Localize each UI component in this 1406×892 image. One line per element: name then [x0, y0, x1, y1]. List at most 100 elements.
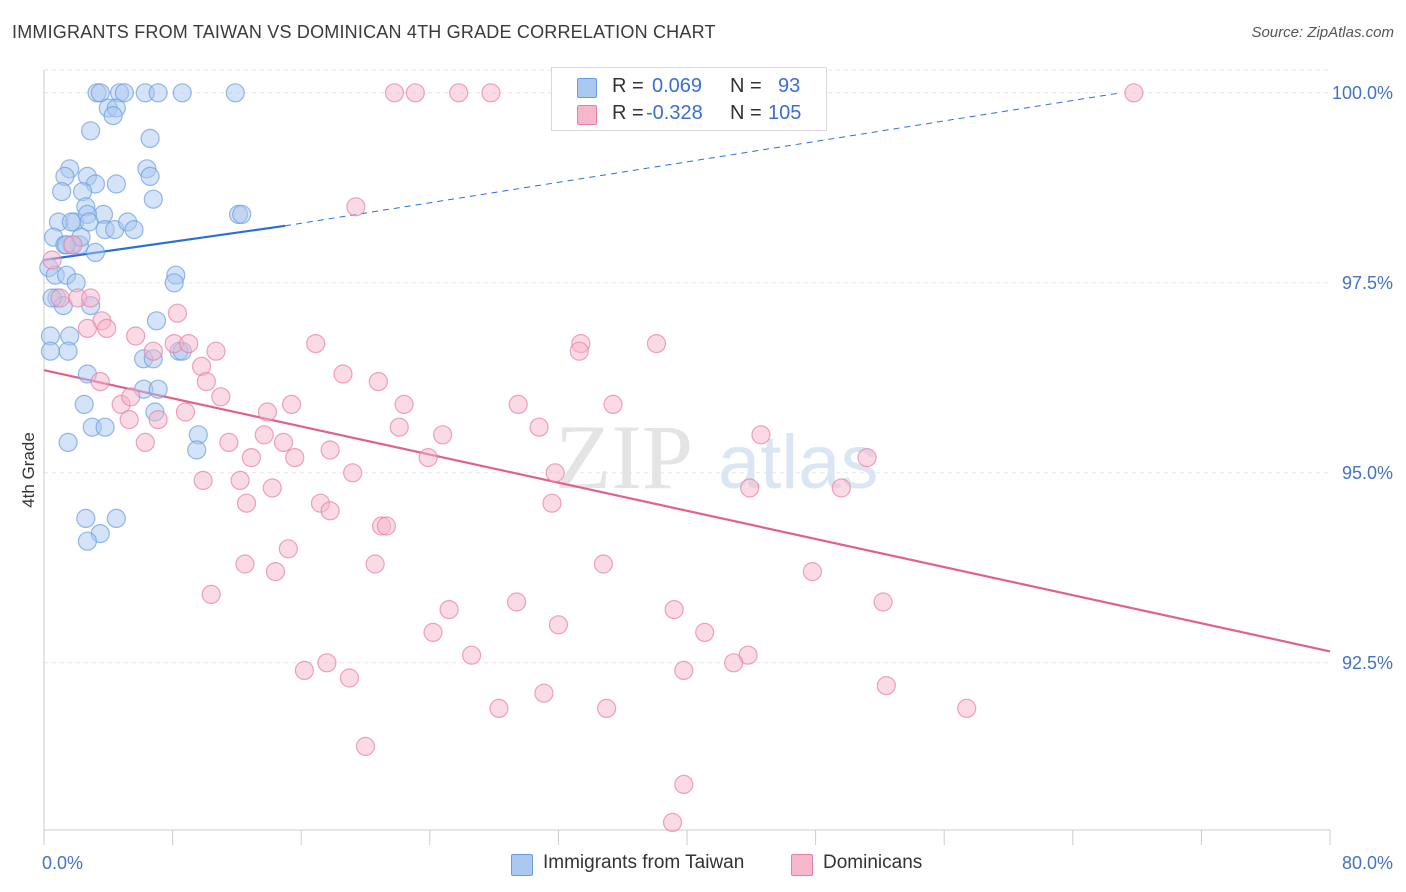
data-point [423, 622, 443, 643]
watermark-zip: ZIP [555, 406, 693, 508]
data-point [77, 318, 98, 338]
data-point [368, 372, 388, 392]
data-point [219, 432, 239, 452]
series-0 [39, 83, 252, 551]
trend-extension-0 [285, 92, 1122, 227]
data-point [1124, 83, 1144, 103]
data-point [76, 508, 96, 529]
data-point [172, 83, 192, 103]
data-point [206, 341, 226, 361]
data-point [529, 417, 549, 437]
data-point [278, 539, 298, 559]
data-point [569, 341, 589, 361]
y-axis-label: 4th Grade [19, 432, 38, 508]
y-tick-label: 92.5% [1342, 653, 1393, 673]
data-point [135, 432, 155, 452]
data-point [384, 83, 405, 103]
data-point [148, 83, 168, 103]
data-point [405, 83, 425, 103]
data-point [873, 592, 893, 612]
data-point [545, 463, 565, 483]
data-point [167, 303, 188, 323]
data-point [143, 189, 163, 209]
legend-r-label: R = [612, 75, 644, 97]
data-point [306, 334, 326, 354]
chart-title: IMMIGRANTS FROM TAIWAN VS DOMINICAN 4TH … [12, 22, 716, 42]
data-point [876, 675, 896, 696]
bottom-legend-swatch-dominicans [791, 854, 813, 876]
data-point [50, 288, 70, 308]
data-point [285, 448, 305, 468]
x-tick-label: 0.0% [42, 853, 83, 873]
data-point [103, 105, 123, 126]
legend-n-value: 105 [768, 102, 802, 124]
data-point [106, 508, 126, 529]
data-point [211, 387, 231, 407]
data-point [674, 774, 694, 795]
data-point [187, 440, 207, 460]
tick-labels: 100.0% 97.5% 95.0% 92.5% 0.0% 80.0% [42, 83, 1393, 873]
data-point [339, 668, 360, 688]
data-point [664, 599, 684, 620]
data-point [241, 448, 261, 468]
data-point [74, 394, 94, 414]
y-tick-label: 100.0% [1332, 83, 1393, 103]
data-point [724, 653, 744, 673]
data-point [124, 220, 144, 240]
trend-line-1 [43, 369, 1331, 653]
data-point [534, 683, 554, 703]
data-point [42, 250, 62, 270]
data-point [481, 83, 501, 103]
data-point [751, 425, 771, 445]
data-point [146, 311, 167, 331]
data-point [265, 561, 286, 582]
data-point [97, 318, 117, 338]
data-point [85, 242, 106, 262]
data-point [81, 121, 101, 141]
data-point [294, 660, 315, 681]
data-point [343, 463, 363, 483]
legend-r-label: R = [612, 102, 644, 124]
data-point [140, 166, 160, 186]
data-point [461, 645, 482, 665]
data-point [257, 402, 278, 422]
data-point [175, 402, 196, 422]
data-point [394, 394, 414, 414]
data-point [695, 622, 715, 643]
data-point [235, 554, 255, 574]
data-point [164, 273, 184, 293]
data-point [957, 698, 977, 719]
legend-n-value: 93 [778, 75, 801, 97]
data-point [740, 478, 760, 498]
data-point [79, 212, 99, 232]
data-point [106, 174, 126, 194]
data-point [418, 448, 438, 468]
data-point [857, 448, 877, 468]
data-point [121, 387, 141, 407]
trend-line-0 [43, 224, 286, 262]
bottom-legend-swatch-taiwan [511, 854, 533, 876]
data-point [593, 554, 614, 574]
data-point [225, 83, 245, 103]
data-point [90, 83, 110, 103]
axes [43, 70, 1331, 845]
legend-row-dominicans: R = -0.328 N = 105 [552, 100, 826, 128]
data-point [646, 334, 667, 354]
data-point [674, 660, 694, 681]
data-point [262, 478, 282, 498]
data-point [236, 493, 257, 513]
legend-r-value: 0.069 [652, 75, 703, 97]
data-point [433, 425, 453, 445]
data-point [365, 554, 385, 574]
x-tick-label: 80.0% [1342, 853, 1393, 873]
data-point [317, 653, 337, 673]
bottom-legend-label-taiwan: Immigrants from Taiwan [543, 852, 745, 873]
data-point [254, 425, 274, 445]
data-point [119, 410, 139, 430]
y-tick-label: 97.5% [1342, 273, 1393, 293]
trend-lines [43, 92, 1331, 653]
data-point [507, 592, 527, 612]
data-point [346, 197, 366, 217]
data-point [81, 288, 101, 308]
